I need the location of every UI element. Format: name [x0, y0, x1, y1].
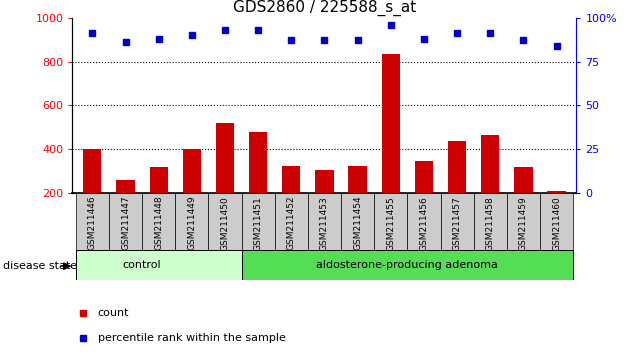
Text: GSM211459: GSM211459 [519, 196, 528, 251]
Bar [316, 170, 333, 237]
Text: GSM211453: GSM211453 [320, 196, 329, 251]
Bar [109, 193, 142, 250]
Bar [209, 193, 241, 250]
Text: aldosterone-producing adenoma: aldosterone-producing adenoma [316, 259, 498, 270]
Bar [149, 167, 168, 237]
Text: disease state: disease state [3, 261, 77, 271]
Bar [241, 250, 573, 280]
Bar [183, 149, 201, 237]
Text: GSM211450: GSM211450 [220, 196, 229, 251]
Bar [175, 193, 209, 250]
Bar [408, 193, 440, 250]
Bar [249, 132, 267, 237]
Text: GSM211454: GSM211454 [353, 196, 362, 250]
Bar [282, 166, 301, 237]
Bar [117, 180, 135, 237]
Bar [76, 193, 109, 250]
Text: count: count [98, 308, 129, 318]
Text: GSM211448: GSM211448 [154, 196, 163, 250]
Bar [308, 193, 341, 250]
Text: GSM211449: GSM211449 [187, 196, 197, 250]
Bar [440, 193, 474, 250]
Bar [481, 135, 500, 237]
Bar [348, 166, 367, 237]
Text: GSM211446: GSM211446 [88, 196, 97, 250]
Bar [83, 149, 101, 237]
Bar [474, 193, 507, 250]
Bar [374, 193, 408, 250]
Text: GSM211451: GSM211451 [254, 196, 263, 251]
Bar [341, 193, 374, 250]
Text: GSM211458: GSM211458 [486, 196, 495, 251]
Text: GSM211457: GSM211457 [452, 196, 462, 251]
Bar [142, 193, 175, 250]
Title: GDS2860 / 225588_s_at: GDS2860 / 225588_s_at [233, 0, 416, 16]
Bar [507, 193, 540, 250]
Bar [514, 167, 532, 237]
Text: GSM211460: GSM211460 [552, 196, 561, 251]
Text: control: control [123, 259, 161, 270]
Bar [547, 191, 566, 237]
Bar [275, 193, 308, 250]
Bar [216, 123, 234, 237]
Bar [76, 250, 241, 280]
Bar [448, 142, 466, 237]
Bar [540, 193, 573, 250]
Bar [415, 161, 433, 237]
Bar [382, 54, 400, 237]
Text: GSM211456: GSM211456 [420, 196, 428, 251]
Text: GSM211447: GSM211447 [121, 196, 130, 250]
Bar [241, 193, 275, 250]
Text: percentile rank within the sample: percentile rank within the sample [98, 333, 285, 343]
Text: GSM211452: GSM211452 [287, 196, 296, 250]
Text: GSM211455: GSM211455 [386, 196, 395, 251]
